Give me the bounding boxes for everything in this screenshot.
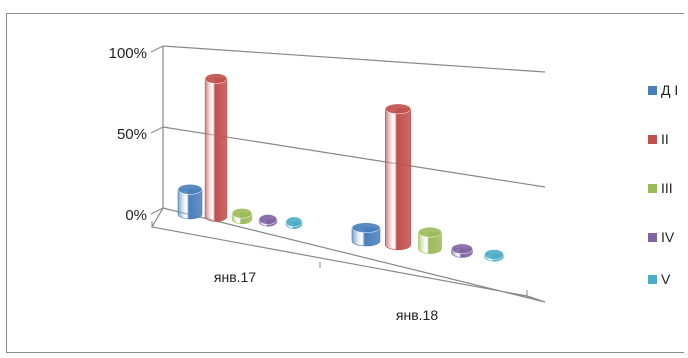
chart-frame [6,13,684,353]
tick-mark [150,207,164,215]
legend-swatch [648,85,657,95]
legend-label: Д I [661,82,679,98]
bar [451,243,473,258]
legend-item: II [648,131,669,147]
legend-swatch [648,183,657,193]
legend-swatch [648,232,657,242]
legend-swatch [648,134,657,144]
bar [351,222,381,247]
legend-label: V [661,271,671,287]
x-tick-label: янв.17 [214,269,256,285]
y-tick-label: 100% [109,45,147,62]
bar [418,226,442,254]
tick-mark [150,126,164,134]
bar [231,208,253,225]
y-tick-label: 50% [117,126,147,143]
gridline [162,45,546,73]
legend-item: III [648,180,673,196]
legend-item: Д I [648,82,678,98]
bar [484,249,504,262]
legend-label: III [661,180,673,196]
bar [285,216,303,229]
tick-mark [150,45,164,53]
legend-swatch [648,274,657,284]
legend-item: IV [648,229,674,245]
bar [177,184,203,220]
bar [204,73,228,222]
legend-item: V [648,271,670,287]
legend-label: II [661,131,669,147]
x-tick-label: янв.18 [396,307,438,323]
bar [385,103,411,251]
bar [258,214,278,227]
y-tick-label: 0% [125,207,147,224]
legend-label: IV [661,229,675,245]
